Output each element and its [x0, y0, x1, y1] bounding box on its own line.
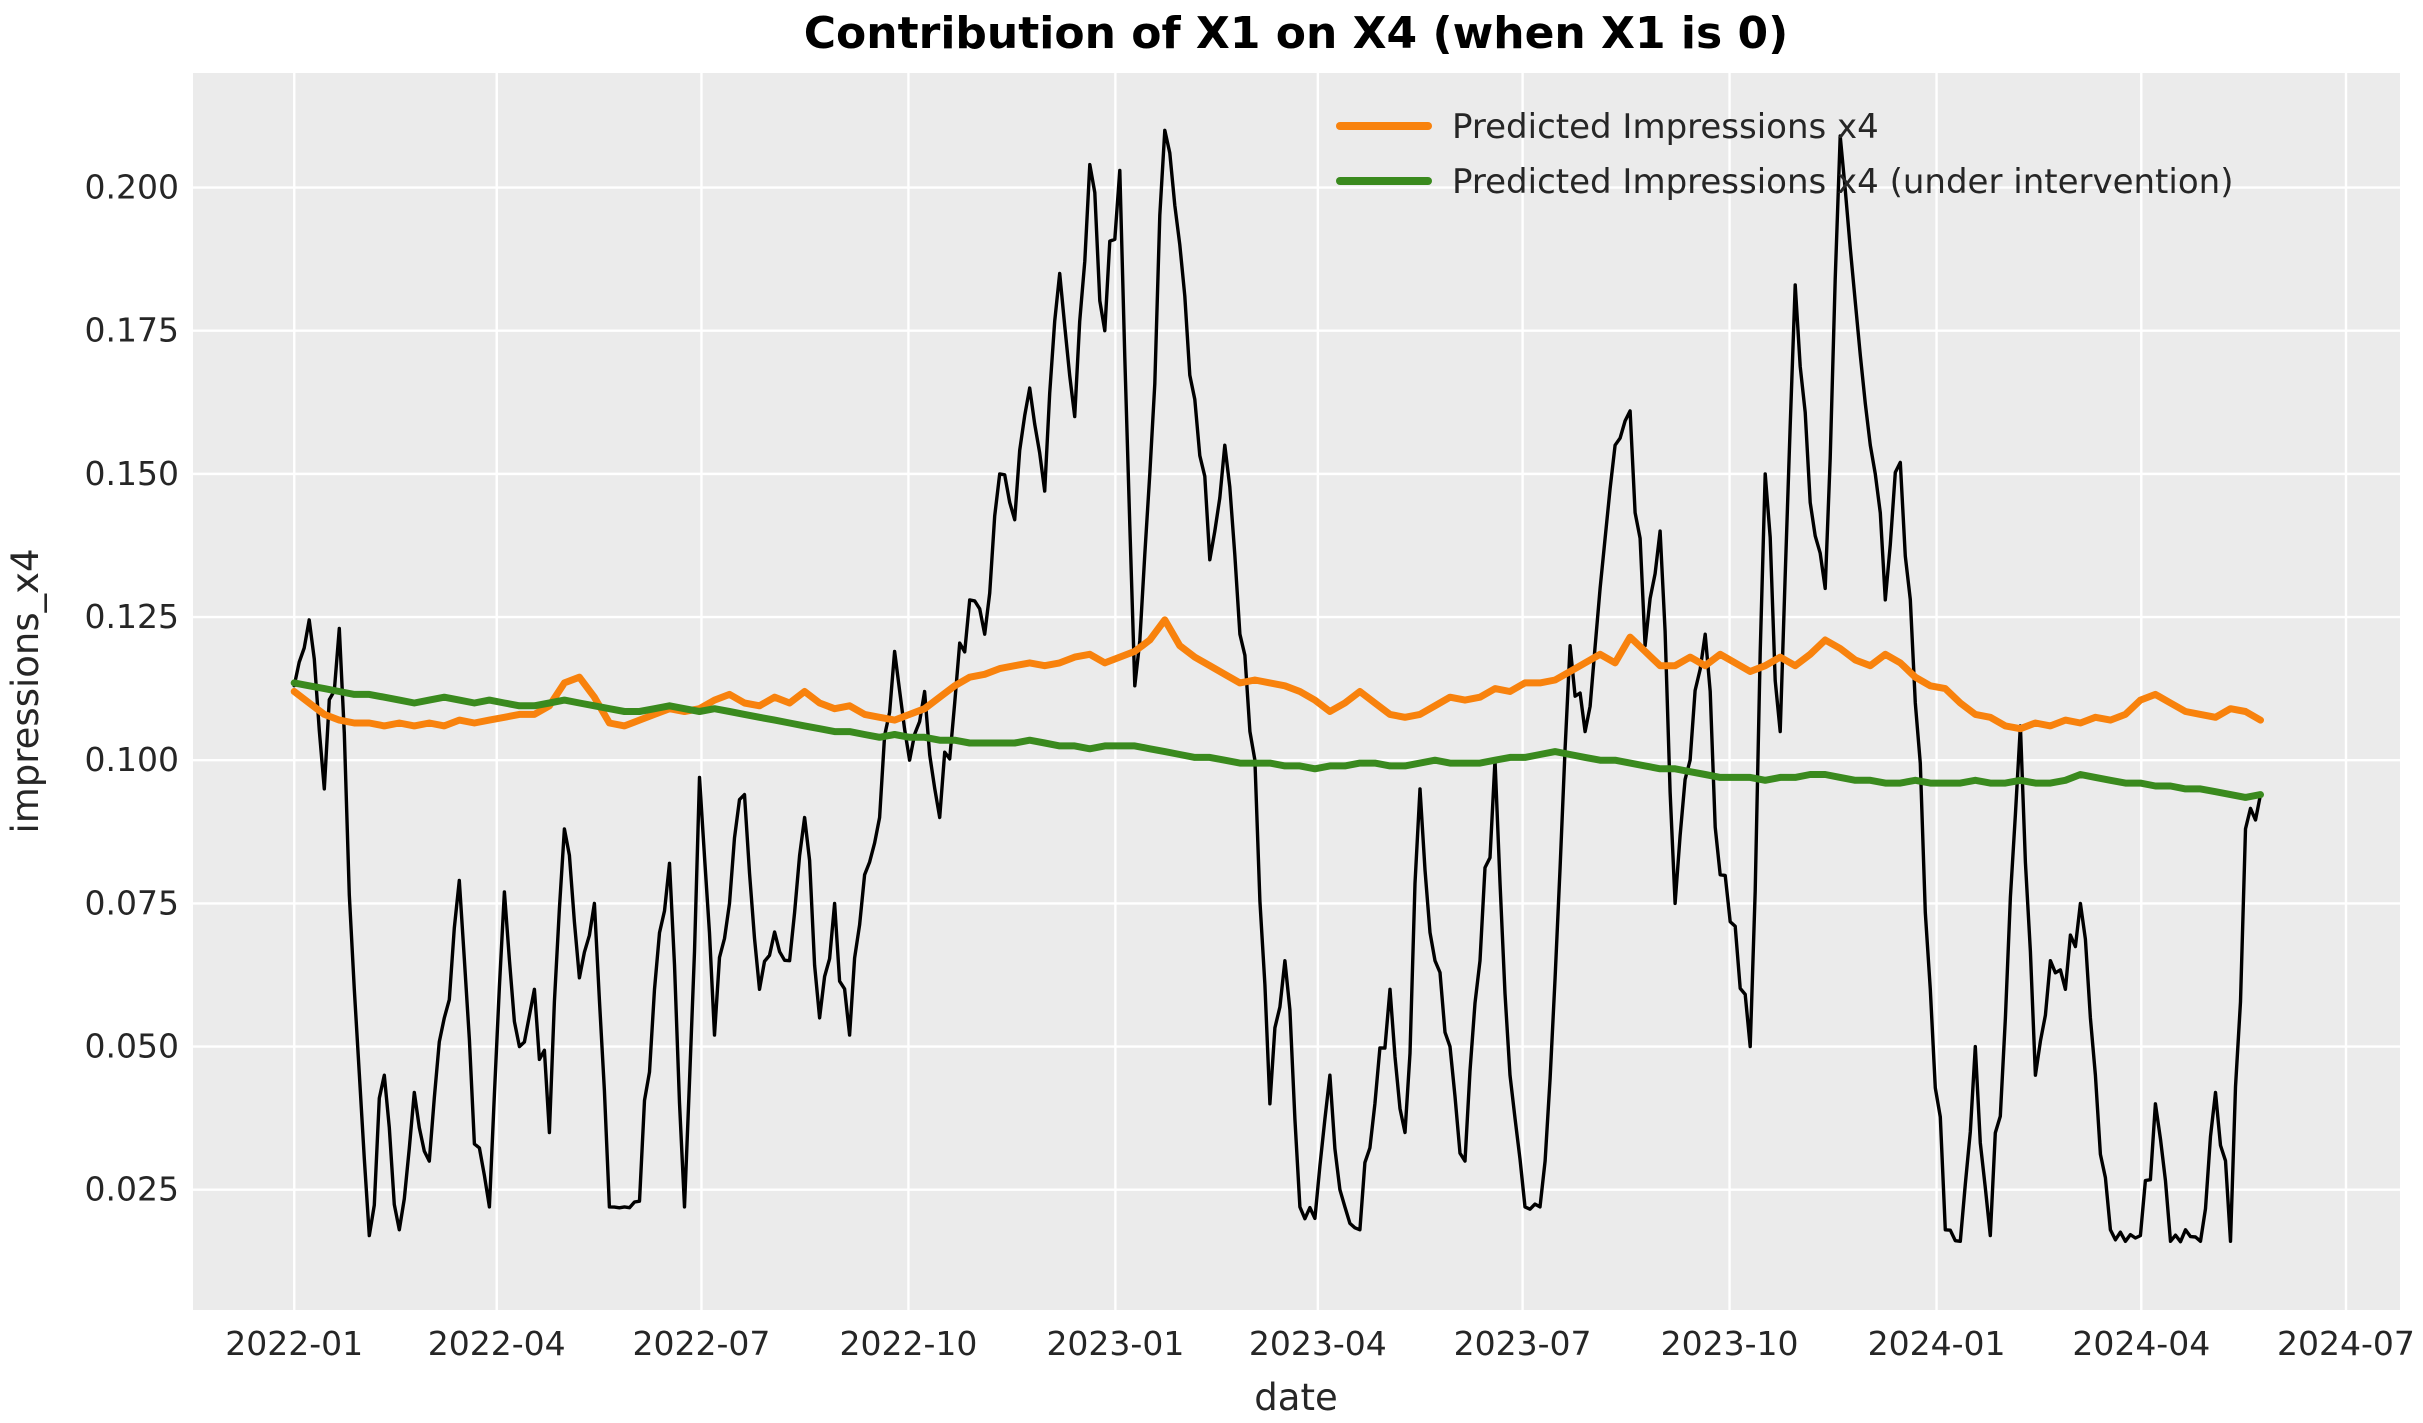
y-tick-label: 0.150	[85, 454, 179, 493]
x-tick-label: 2023-07	[1454, 1324, 1592, 1363]
y-tick-label: 0.175	[85, 311, 179, 350]
x-tick-label: 2024-07	[2277, 1324, 2415, 1363]
intervention-legend-label: Predicted Impressions x4 (under interven…	[1452, 162, 2233, 202]
x-tick-label: 2024-01	[1868, 1324, 2006, 1363]
x-tick-label: 2022-01	[225, 1324, 363, 1363]
x-tick-label: 2024-04	[2072, 1324, 2210, 1363]
y-tick-label: 0.075	[85, 883, 179, 922]
y-tick-labels: 0.200 0.175 0.150 0.125 0.100 0.075 0.050 0.025	[85, 168, 179, 1209]
x-tick-label: 2023-04	[1249, 1324, 1387, 1363]
predicted-series-line	[290, 616, 2264, 733]
x-tick-label: 2022-07	[632, 1324, 770, 1363]
y-tick-label: 0.050	[85, 1027, 179, 1066]
y-tick-label: 0.125	[85, 597, 179, 636]
x-tick-label: 2022-10	[839, 1324, 977, 1363]
x-axis-label: date	[1254, 1376, 1337, 1419]
y-tick-label: 0.025	[85, 1170, 179, 1209]
chart-title: Contribution of X1 on X4 (when X1 is 0)	[804, 8, 1788, 59]
legend: Predicted Impressions x4 Predicted Impre…	[1336, 107, 2233, 202]
y-axis-label: impressions_x4	[4, 548, 47, 833]
intervention-series-line	[290, 679, 2264, 801]
predicted-legend-label: Predicted Impressions x4	[1452, 107, 1879, 147]
x-tick-label: 2023-01	[1046, 1324, 1184, 1363]
x-tick-label: 2022-04	[428, 1324, 566, 1363]
series-layer	[290, 128, 2264, 1244]
y-tick-label: 0.100	[85, 740, 179, 779]
x-tick-label: 2023-10	[1661, 1324, 1799, 1363]
x-tick-labels: 2022-01 2022-04 2022-07 2022-10 2023-01 2023-…	[225, 1324, 2415, 1363]
grid-layer	[193, 73, 2400, 1310]
actual-series-line	[292, 128, 2263, 1244]
y-tick-label: 0.200	[85, 168, 179, 207]
